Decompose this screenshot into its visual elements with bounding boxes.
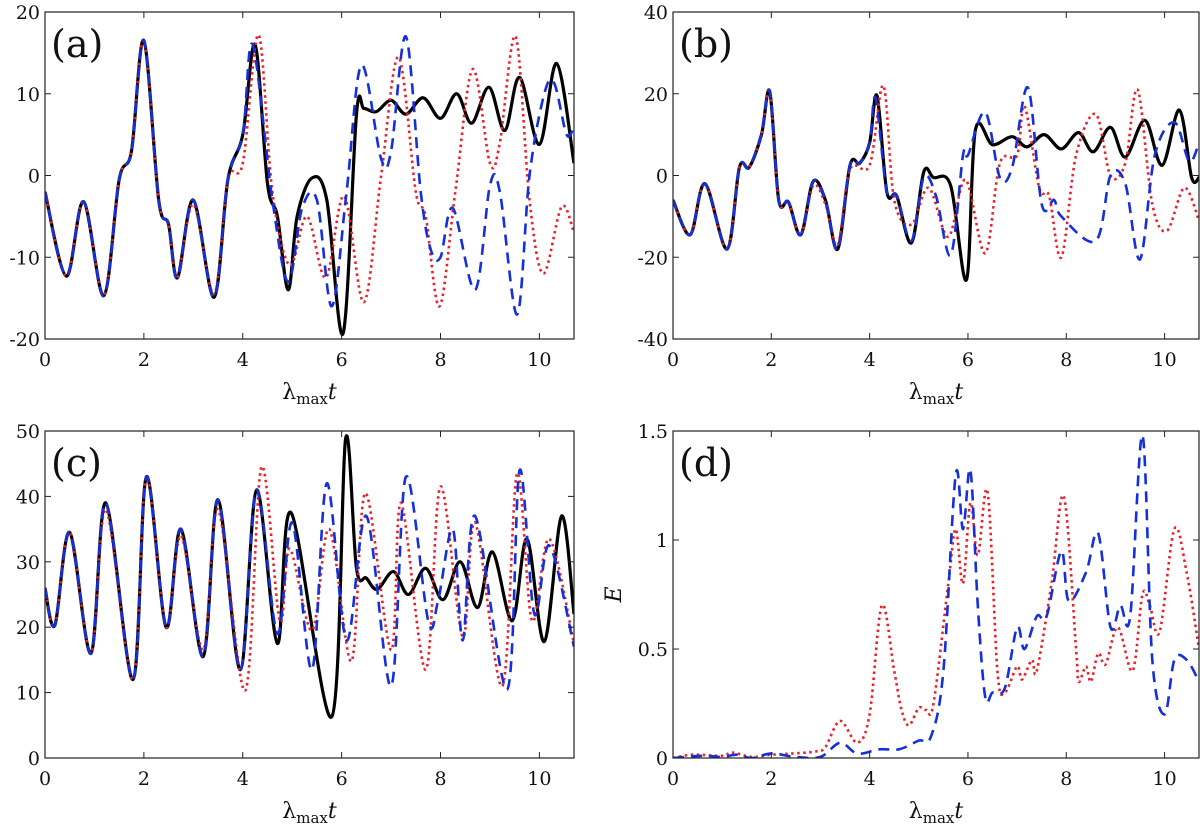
series-line-solid <box>45 434 574 719</box>
series-group <box>45 33 574 336</box>
x-label-variable: t <box>954 380 963 405</box>
x-label-symbol: λ <box>282 799 296 824</box>
x-tick-label: 8 <box>434 349 446 371</box>
series-line-solid <box>673 88 1199 282</box>
series-line-dashed <box>45 468 574 691</box>
y-tick-label: -20 <box>9 329 40 351</box>
x-label-subscript: max <box>296 809 328 827</box>
series-group <box>673 434 1199 758</box>
x-tick-label: 8 <box>1060 768 1072 790</box>
x-label-subscript: max <box>296 390 328 408</box>
x-tick-label: 4 <box>864 768 876 790</box>
x-tick-label: 0 <box>667 768 679 790</box>
axes-box <box>672 430 1200 759</box>
panel-label: (a) <box>51 22 103 66</box>
x-tick-label: 10 <box>527 349 551 371</box>
x-label-variable: t <box>954 799 963 824</box>
y-tick-label: 30 <box>16 552 40 574</box>
x-label-symbol: λ <box>282 380 296 405</box>
series-line-dotted <box>673 487 1199 758</box>
x-tick-label: 10 <box>1152 349 1176 371</box>
y-tick-label: -10 <box>9 247 40 269</box>
x-label-variable: t <box>328 380 337 405</box>
x-label-symbol: λ <box>909 799 923 824</box>
y-tick-label: 40 <box>16 486 40 508</box>
panel-d: 0 2 4 6 8 10 0 0.5 1 1.5 (d) λmaxt E <box>602 421 1200 827</box>
axes-box <box>672 11 1200 340</box>
x-tick-label: 4 <box>237 349 249 371</box>
panel-b: 0 2 4 6 8 10 -40 -20 0 20 40 (b) λmaxt <box>637 2 1200 408</box>
series-group <box>45 434 574 719</box>
y-tick-label: 0 <box>28 748 40 770</box>
y-tick-label: 20 <box>16 2 40 24</box>
x-tick-label: 2 <box>138 768 150 790</box>
panel-c: 0 2 4 6 8 10 0 10 20 30 40 50 (c) λmaxt <box>16 421 575 827</box>
x-axis-label: λmaxt <box>282 799 337 827</box>
x-tick-label: 6 <box>336 349 348 371</box>
x-axis-label: λmaxt <box>282 380 337 408</box>
series-line-dotted <box>45 33 574 308</box>
y-tick-label: 0 <box>656 166 668 188</box>
y-tick-label: -40 <box>637 329 668 351</box>
series-line-dotted <box>45 465 574 692</box>
y-tick-label: 1.5 <box>638 421 668 443</box>
y-tick-label: 50 <box>16 421 40 443</box>
x-label-subscript: max <box>923 809 955 827</box>
x-tick-label: 0 <box>39 349 51 371</box>
x-tick-label: 10 <box>527 768 551 790</box>
x-axis-label: λmaxt <box>909 380 964 408</box>
panel-label: (c) <box>51 441 102 485</box>
y-tick-label: 20 <box>16 617 40 639</box>
y-tick-label: 20 <box>644 84 668 106</box>
x-tick-label: 4 <box>237 768 249 790</box>
y-tick-label: 1 <box>656 530 668 552</box>
y-axis-label: E <box>602 586 627 603</box>
x-axis-label: λmaxt <box>909 799 964 827</box>
x-label-subscript: max <box>923 390 955 408</box>
axes-box <box>44 430 575 759</box>
x-tick-label: 10 <box>1152 768 1176 790</box>
x-tick-label: 6 <box>962 349 974 371</box>
panel-label: (b) <box>679 22 733 66</box>
x-tick-label: 0 <box>667 349 679 371</box>
x-tick-label: 8 <box>434 768 446 790</box>
x-tick-label: 0 <box>39 768 51 790</box>
series-group <box>673 84 1199 282</box>
panel-a: 0 2 4 6 8 10 -20 -10 0 10 20 (a) λmaxt <box>9 2 575 408</box>
x-tick-label: 6 <box>336 768 348 790</box>
y-tick-label: 40 <box>644 2 668 24</box>
series-line-dotted <box>673 84 1199 259</box>
series-line-dashed <box>673 434 1199 758</box>
y-tick-label: 0 <box>656 748 668 770</box>
series-line-solid <box>45 38 574 336</box>
y-tick-label: 10 <box>16 84 40 106</box>
y-tick-label: 0.5 <box>638 639 668 661</box>
series-line-dashed <box>673 86 1199 261</box>
y-tick-label: -20 <box>637 247 668 269</box>
series-line-dashed <box>45 35 574 316</box>
x-tick-label: 2 <box>138 349 150 371</box>
y-tick-label: 0 <box>28 166 40 188</box>
x-label-symbol: λ <box>909 380 923 405</box>
x-label-variable: t <box>328 799 337 824</box>
x-tick-label: 6 <box>962 768 974 790</box>
x-tick-label: 4 <box>864 349 876 371</box>
panel-label: (d) <box>679 441 733 485</box>
x-tick-label: 2 <box>765 768 777 790</box>
y-tick-label: 10 <box>16 683 40 705</box>
x-tick-label: 2 <box>765 349 777 371</box>
x-tick-label: 8 <box>1060 349 1072 371</box>
